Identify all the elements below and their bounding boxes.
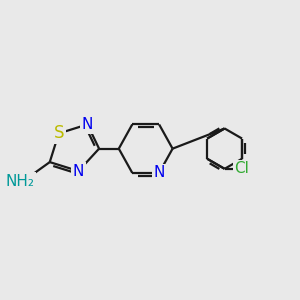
Text: NH₂: NH₂	[6, 174, 35, 189]
Text: Cl: Cl	[234, 161, 249, 176]
Text: N: N	[73, 164, 84, 178]
Text: S: S	[53, 124, 64, 142]
Text: N: N	[82, 117, 93, 132]
Text: N: N	[154, 165, 165, 180]
